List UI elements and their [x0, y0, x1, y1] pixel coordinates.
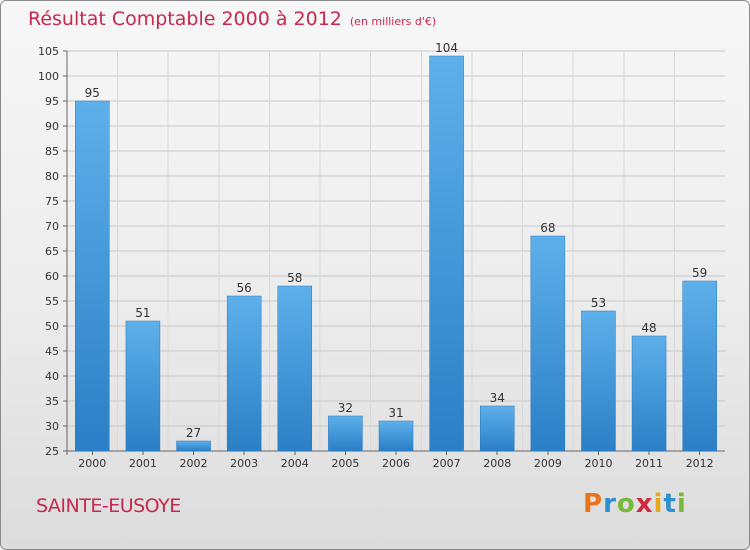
y-tick-label: 45 — [45, 345, 59, 358]
proxiti-logo: Proxiti — [583, 489, 687, 519]
y-tick-labels: 25 30 35 40 45 50 55 60 65 70 75 80 85 90 95 100 105 — [38, 45, 59, 458]
bar-2008 — [479, 405, 515, 452]
y-tick-label: 105 — [38, 45, 59, 58]
bar-2003 — [226, 295, 262, 452]
y-tick-label: 100 — [38, 70, 59, 83]
y-tick-label: 55 — [45, 295, 59, 308]
x-tick-label: 2012 — [686, 457, 714, 470]
data-label: 53 — [591, 296, 606, 310]
logo-letter: x — [635, 489, 654, 519]
chart-subtitle: (en milliers d'€) — [349, 15, 437, 28]
bar-2001 — [125, 320, 161, 452]
data-labels: 95 51 27 56 58 32 31 104 34 68 53 48 59 — [85, 41, 708, 440]
logo-letter: o — [616, 489, 636, 519]
x-tick-label: 2006 — [382, 457, 410, 470]
logo-letter: P — [583, 489, 604, 519]
bar-2009 — [530, 235, 566, 452]
place-name: SAINTE-EUSOYE — [36, 495, 181, 517]
data-label: 48 — [641, 321, 656, 335]
data-label: 32 — [338, 401, 353, 415]
chart-title-text: Résultat Comptable 2000 à 2012 — [28, 8, 342, 30]
data-label: 34 — [490, 391, 505, 405]
y-tick-label: 25 — [45, 445, 59, 458]
data-label: 104 — [435, 41, 458, 55]
bar-2007 — [429, 55, 464, 452]
y-tick-label: 90 — [45, 120, 59, 133]
y-tick-label: 30 — [45, 420, 59, 433]
y-tick-label: 65 — [45, 245, 59, 258]
bar-2000 — [75, 100, 110, 452]
x-tick-label: 2000 — [78, 457, 106, 470]
x-tick-label: 2002 — [180, 457, 208, 470]
data-label: 51 — [135, 306, 150, 320]
x-tick-label: 2010 — [584, 457, 612, 470]
logo-letter: i — [676, 489, 687, 519]
data-label: 68 — [540, 221, 555, 235]
x-tick-label: 2011 — [635, 457, 663, 470]
y-tick-label: 60 — [45, 270, 59, 283]
logo-letter: t — [663, 489, 677, 519]
x-tick-labels: 2000 2001 2002 2003 2004 2005 2006 2007 2008 2009… — [78, 457, 713, 470]
bar-2011 — [631, 335, 667, 452]
x-tick-label: 2001 — [129, 457, 157, 470]
data-label: 27 — [186, 426, 201, 440]
data-label: 95 — [85, 86, 100, 100]
x-tick-label: 2007 — [433, 457, 461, 470]
x-tick-label: 2009 — [534, 457, 562, 470]
axes — [63, 50, 725, 455]
bar-2004 — [277, 285, 313, 452]
y-tick-label: 50 — [45, 320, 59, 333]
x-tick-label: 2004 — [281, 457, 309, 470]
y-tick-label: 85 — [45, 145, 59, 158]
data-label: 56 — [237, 281, 252, 295]
x-tick-label: 2008 — [483, 457, 511, 470]
bar-2006 — [378, 420, 414, 452]
logo-letter: r — [603, 489, 617, 519]
bar-2002 — [176, 440, 211, 452]
y-tick-label: 95 — [45, 95, 59, 108]
bar-2012 — [682, 280, 717, 452]
bar-2010 — [581, 310, 616, 452]
data-label: 58 — [287, 271, 302, 285]
bar-2005 — [328, 415, 363, 452]
y-tick-label: 40 — [45, 370, 59, 383]
y-tick-label: 75 — [45, 195, 59, 208]
chart-title: Résultat Comptable 2000 à 2012 (en millie… — [28, 8, 436, 30]
data-label: 59 — [692, 266, 707, 280]
logo-letter: i — [653, 489, 664, 519]
y-tick-label: 70 — [45, 220, 59, 233]
bars — [75, 55, 717, 452]
x-tick-label: 2005 — [331, 457, 359, 470]
grid-lines — [67, 50, 725, 452]
y-tick-label: 80 — [45, 170, 59, 183]
y-tick-label: 35 — [45, 395, 59, 408]
x-tick-label: 2003 — [230, 457, 258, 470]
data-label: 31 — [388, 406, 403, 420]
